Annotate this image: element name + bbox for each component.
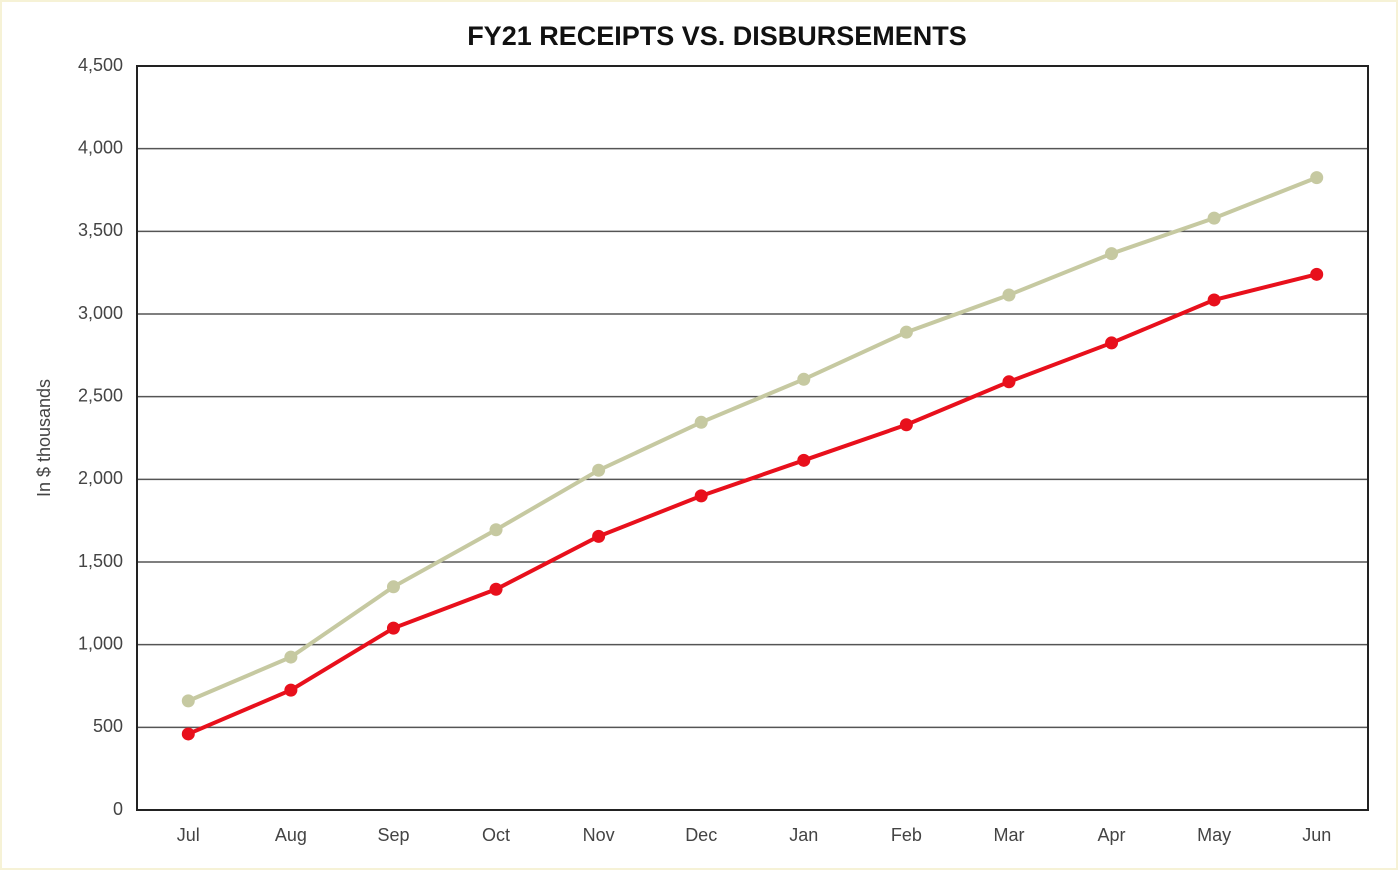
data-point — [797, 453, 811, 467]
y-tick-label: 2,500 — [78, 385, 123, 405]
data-point — [1002, 288, 1016, 302]
data-point — [592, 529, 606, 543]
x-tick-label: May — [1197, 825, 1231, 845]
data-point — [1002, 375, 1016, 389]
data-point — [489, 523, 503, 537]
plot-border — [136, 65, 1369, 811]
x-tick-label: Mar — [993, 825, 1024, 845]
chart-title: FY21 RECEIPTS VS. DISBURSEMENTS — [467, 21, 967, 51]
data-point — [694, 415, 708, 429]
y-tick-label: 3,500 — [78, 220, 123, 240]
data-point — [899, 418, 913, 432]
y-tick-label: 4,000 — [78, 137, 123, 157]
x-tick-label: Apr — [1098, 825, 1126, 845]
y-tick-label: 1,500 — [78, 551, 123, 571]
data-point — [181, 727, 195, 741]
x-tick-label: Jan — [789, 825, 818, 845]
x-tick-label: Jun — [1302, 825, 1331, 845]
y-tick-label: 2,000 — [78, 468, 123, 488]
y-tick-label: 3,000 — [78, 303, 123, 323]
data-point — [489, 582, 503, 596]
series-line — [187, 175, 1318, 703]
data-point — [1105, 247, 1119, 261]
data-point — [1207, 211, 1221, 225]
data-point — [386, 621, 400, 635]
data-point — [1207, 293, 1221, 307]
x-tick-label: Sep — [377, 825, 409, 845]
series-line — [187, 272, 1318, 736]
plot-area — [137, 66, 1368, 810]
y-tick-label: 500 — [93, 716, 123, 736]
data-point — [694, 489, 708, 503]
data-point — [1310, 171, 1324, 185]
x-tick-label: Nov — [583, 825, 615, 845]
data-point — [797, 372, 811, 386]
data-point — [181, 694, 195, 708]
x-tick-label: Jul — [177, 825, 200, 845]
data-point — [1105, 336, 1119, 350]
data-point — [592, 463, 606, 477]
x-tick-label: Dec — [685, 825, 717, 845]
data-point — [1310, 267, 1324, 281]
x-tick-label: Feb — [891, 825, 922, 845]
x-tick-label: Oct — [482, 825, 510, 845]
y-tick-label: 4,500 — [78, 55, 123, 75]
data-point — [386, 580, 400, 594]
data-point — [284, 683, 298, 697]
x-tick-label: Aug — [275, 825, 307, 845]
data-point — [899, 325, 913, 339]
y-tick-label: 1,000 — [78, 633, 123, 653]
y-tick-label: 0 — [113, 799, 123, 819]
data-point — [284, 650, 298, 664]
y-axis-label: In $ thousands — [34, 379, 54, 497]
